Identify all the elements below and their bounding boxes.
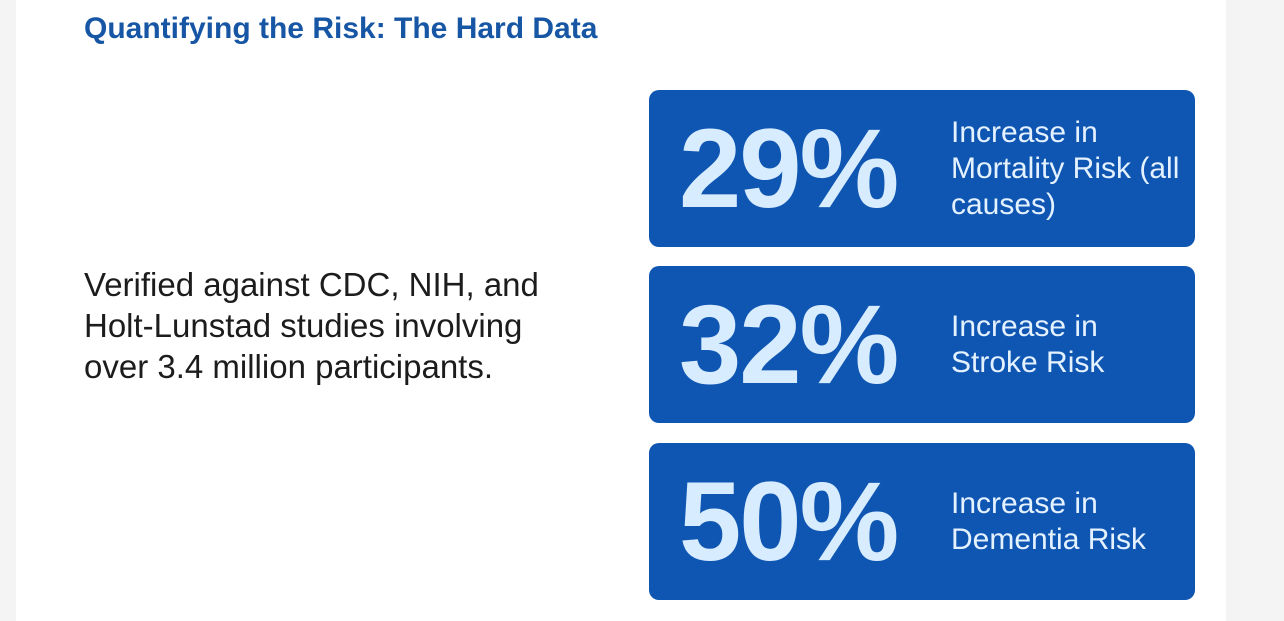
stat-card-stroke: 32% Increase in Stroke Risk (649, 266, 1195, 423)
stat-card-mortality: 29% Increase in Mortality Risk (all caus… (649, 90, 1195, 247)
slide-body-text: Verified against CDC, NIH, and Holt-Luns… (84, 266, 539, 385)
stat-label: Increase in Stroke Risk (951, 309, 1105, 379)
stat-value: 32% (679, 281, 899, 407)
stat-card-dementia: 50% Increase in Dementia Risk (649, 443, 1195, 600)
stat-label: Increase in Mortality Risk (all causes) (951, 115, 1180, 221)
slide-title: Quantifying the Risk: The Hard Data (84, 12, 598, 45)
stat-value: 29% (679, 105, 899, 231)
stat-label: Increase in Dementia Risk (951, 486, 1147, 556)
stat-value: 50% (679, 458, 899, 584)
slide: Quantifying the Risk: The Hard Data Veri… (16, 0, 1226, 621)
